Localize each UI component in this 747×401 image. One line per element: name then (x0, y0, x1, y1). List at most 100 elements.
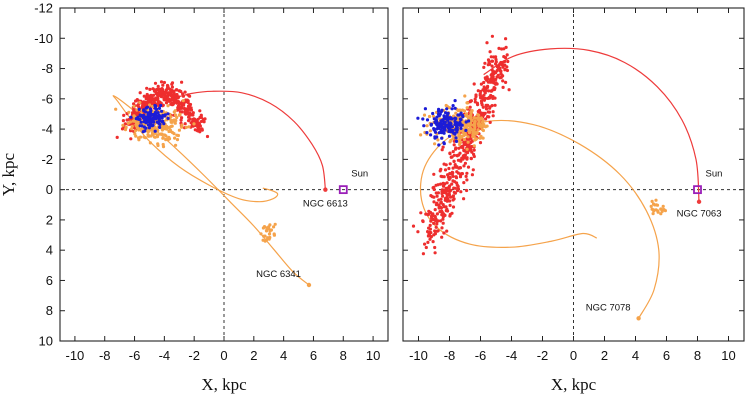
scatter-point (499, 72, 503, 76)
scatter-point (428, 223, 432, 227)
scatter-point (128, 120, 132, 124)
orbit-start-point (306, 282, 312, 288)
scatter-point (463, 94, 467, 98)
scatter-point (480, 120, 484, 124)
scatter-point (431, 114, 435, 118)
scatter-point (163, 133, 167, 137)
y-tick-label: 2 (46, 212, 53, 227)
scatter-point (200, 128, 204, 132)
scatter-point (451, 150, 455, 154)
scatter-point (441, 217, 445, 221)
scatter-point (156, 95, 160, 100)
scatter-point (440, 148, 444, 152)
scatter-point (183, 90, 187, 94)
scatter-point (159, 80, 164, 84)
scatter-point (439, 200, 443, 204)
scatter-point (180, 102, 184, 106)
x-tick-label: -4 (159, 348, 171, 363)
scatter-point (175, 93, 179, 97)
scatter-point (431, 240, 435, 244)
scatter-point (441, 145, 445, 149)
scatter-point (444, 188, 448, 192)
scatter-point (423, 242, 427, 246)
scatter-point (464, 174, 468, 178)
scatter-point (482, 80, 486, 85)
scatter-point (173, 109, 177, 113)
scatter-point (439, 219, 443, 223)
scatter-point (173, 99, 177, 103)
scatter-point (477, 124, 481, 128)
scatter-point (444, 116, 449, 120)
scatter-point (264, 229, 269, 233)
scatter-point (187, 105, 191, 109)
scatter-point (453, 165, 457, 169)
scatter-point (130, 127, 134, 131)
scatter-point (122, 113, 126, 117)
scatter-point (473, 119, 477, 123)
scatter-point (153, 81, 158, 85)
scatter-point (448, 199, 452, 203)
scatter-point (451, 194, 455, 198)
x-tick-label: 10 (721, 348, 735, 363)
scatter-point (453, 132, 457, 136)
x-tick-label: -6 (129, 348, 141, 363)
scatter-point (425, 124, 429, 128)
scatter-point (447, 134, 452, 138)
scatter-point (173, 136, 177, 140)
scatter-point (490, 64, 494, 68)
scatter-point (463, 123, 467, 127)
scatter-point (659, 212, 663, 216)
scatter-point (477, 108, 482, 112)
scatter-point (120, 127, 125, 131)
object-label: NGC 7078 (586, 302, 631, 313)
scatter-point (501, 85, 505, 89)
scatter-point (161, 83, 165, 87)
scatter-point (170, 130, 174, 134)
scatter-point (478, 141, 483, 145)
scatter-point (166, 112, 170, 116)
scatter-point (475, 131, 479, 135)
scatter-point (503, 59, 507, 64)
orbit-ngc-7063 (483, 47, 700, 202)
scatter-point (150, 113, 154, 117)
scatter-point (435, 115, 439, 119)
scatter-point (480, 101, 484, 105)
scatter-point (446, 175, 450, 179)
scatter-point (115, 135, 119, 139)
scatter-point (435, 201, 439, 205)
scatter-point (490, 34, 494, 38)
scatter-point (485, 75, 489, 79)
scatter-point (470, 144, 474, 149)
scatter-point (461, 120, 465, 124)
x-tick-label: 6 (310, 348, 317, 363)
scatter-point (422, 124, 426, 128)
scatter-point (464, 128, 468, 132)
y-tick-label: 8 (46, 303, 53, 318)
object-label: NGC 6341 (256, 269, 301, 280)
scatter-point (433, 208, 437, 212)
scatter-point (179, 89, 183, 94)
scatter-point (138, 100, 142, 105)
scatter-point (176, 133, 180, 138)
scatter-point (505, 53, 509, 57)
scatter-point (476, 89, 480, 93)
scatter-point (437, 143, 441, 147)
scatter-point (169, 102, 173, 106)
x-tick-label: 10 (366, 348, 380, 363)
scatter-point (147, 129, 151, 133)
scatter-point (470, 173, 474, 177)
scatter-point (188, 94, 192, 98)
scatter-point (131, 111, 135, 115)
scatter-point (147, 126, 151, 130)
scatter-point (450, 182, 454, 186)
scatter-point (439, 182, 443, 186)
scatter-point (166, 116, 170, 120)
scatter-point (466, 135, 470, 139)
scatter-point (180, 116, 184, 120)
scatter-point (482, 123, 486, 127)
scatter-point (483, 125, 488, 129)
scatter-point (135, 111, 139, 115)
scatter-point (178, 112, 182, 116)
x-tick-label: 0 (220, 348, 227, 363)
scatter-point (479, 134, 483, 138)
